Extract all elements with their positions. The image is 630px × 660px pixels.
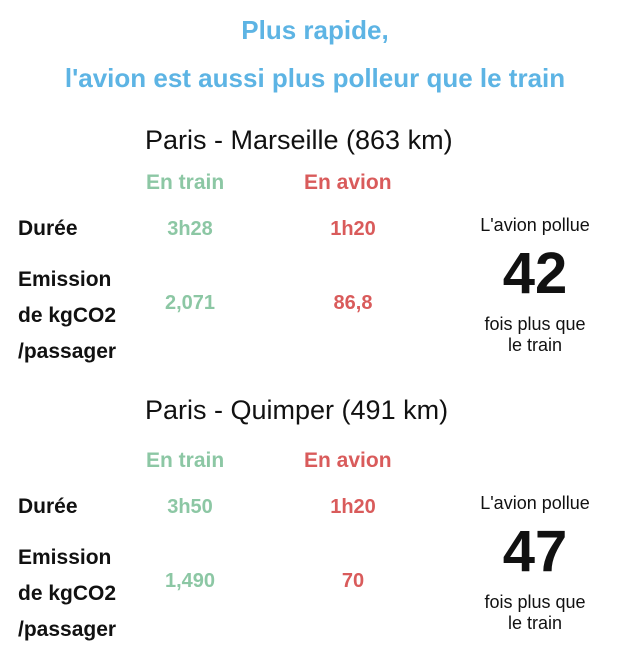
pollution-factor: 42 xyxy=(502,241,568,306)
route-title-quimper: Paris - Quimper (491 km) xyxy=(145,395,449,425)
column-header-train: En train xyxy=(146,171,225,194)
train-duration-value: 3h50 xyxy=(167,496,213,518)
row-label-emission-line-2: de kgCO2 xyxy=(18,582,117,605)
pollution-label: L'avion pollue xyxy=(480,493,590,513)
row-label-emission-line-1: Emission xyxy=(18,268,112,291)
plane-emission-value: 70 xyxy=(341,570,365,592)
column-header-train: En train xyxy=(146,449,225,472)
row-label-duration: Durée xyxy=(18,495,78,518)
pollution-fois-line-1: fois plus que xyxy=(484,314,586,334)
plane-duration-value: 1h20 xyxy=(330,218,376,240)
row-label-duration: Durée xyxy=(18,217,78,240)
headline-line-2: l'avion est aussi plus polleur que le tr… xyxy=(64,63,566,93)
pollution-fois-line-2: le train xyxy=(507,335,563,355)
plane-emission-value: 86,8 xyxy=(333,292,373,314)
headline-line-1: Plus rapide, xyxy=(241,15,389,45)
plane-duration-value: 1h20 xyxy=(330,496,376,518)
row-label-emission-line-2: de kgCO2 xyxy=(18,304,117,327)
train-duration-value: 3h28 xyxy=(167,218,213,240)
pollution-label: L'avion pollue xyxy=(480,215,590,235)
pollution-fois-line-1: fois plus que xyxy=(484,592,586,612)
row-label-emission-line-3: /passager xyxy=(18,618,117,641)
row-label-emission-line-1: Emission xyxy=(18,546,112,569)
train-emission-value: 2,071 xyxy=(164,292,216,314)
row-label-emission-line-3: /passager xyxy=(18,340,117,363)
column-header-plane: En avion xyxy=(304,171,392,194)
pollution-factor: 47 xyxy=(502,519,568,584)
pollution-fois-line-2: le train xyxy=(507,613,563,633)
train-emission-value: 1,490 xyxy=(164,570,216,592)
column-header-plane: En avion xyxy=(304,449,392,472)
route-title-marseille: Paris - Marseille (863 km) xyxy=(145,125,453,155)
